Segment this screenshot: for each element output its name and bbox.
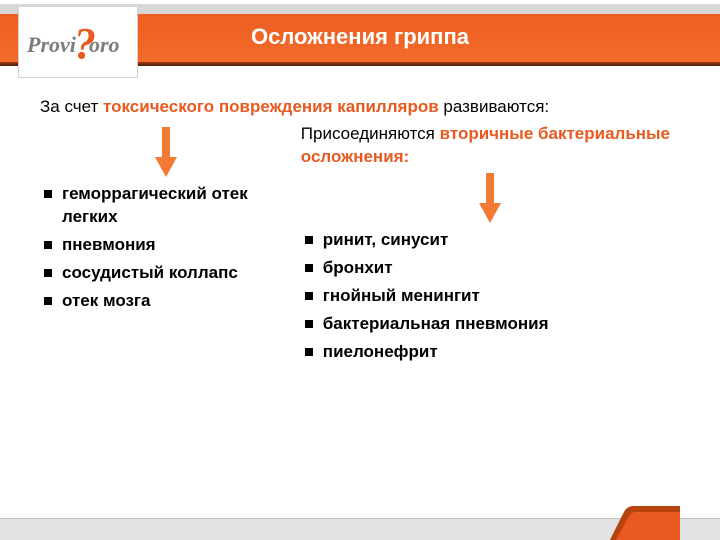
left-column: геморрагический отек легких пневмония со…: [40, 123, 293, 318]
left-list: геморрагический отек легких пневмония со…: [40, 183, 293, 313]
intro-line: За счет токсического повреждения капилля…: [40, 96, 680, 119]
intro-post: развиваются:: [439, 97, 549, 116]
right-list: ринит, синусит бронхит гнойный менингит …: [301, 229, 680, 364]
arrow-down-icon: [479, 173, 501, 223]
main-content: За счет токсического повреждения капилля…: [40, 96, 680, 512]
list-item: бактериальная пневмония: [303, 313, 680, 336]
provizoro-logo-icon: Provi oro ? Z: [27, 18, 129, 66]
svg-text:Z: Z: [75, 31, 88, 56]
list-item: пневмония: [42, 234, 293, 257]
intro-highlight: токсического повреждения капилляров: [103, 97, 439, 116]
right-intro-pre: Присоединяются: [301, 124, 440, 143]
footer-tab-icon: [610, 506, 680, 540]
list-item: бронхит: [303, 257, 680, 280]
brand-logo: Provi oro ? Z: [18, 6, 138, 78]
right-intro: Присоединяются вторичные бактериальные о…: [301, 123, 680, 169]
columns: геморрагический отек легких пневмония со…: [40, 123, 680, 369]
right-column: Присоединяются вторичные бактериальные о…: [301, 123, 680, 369]
list-item: ринит, синусит: [303, 229, 680, 252]
list-item: отек мозга: [42, 290, 293, 313]
list-item: сосудистый коллапс: [42, 262, 293, 285]
intro-pre: За счет: [40, 97, 103, 116]
list-item: геморрагический отек легких: [42, 183, 293, 229]
list-item: гнойный менингит: [303, 285, 680, 308]
list-item: пиелонефрит: [303, 341, 680, 364]
svg-text:Provi: Provi: [27, 32, 77, 57]
arrow-down-icon: [155, 127, 177, 177]
